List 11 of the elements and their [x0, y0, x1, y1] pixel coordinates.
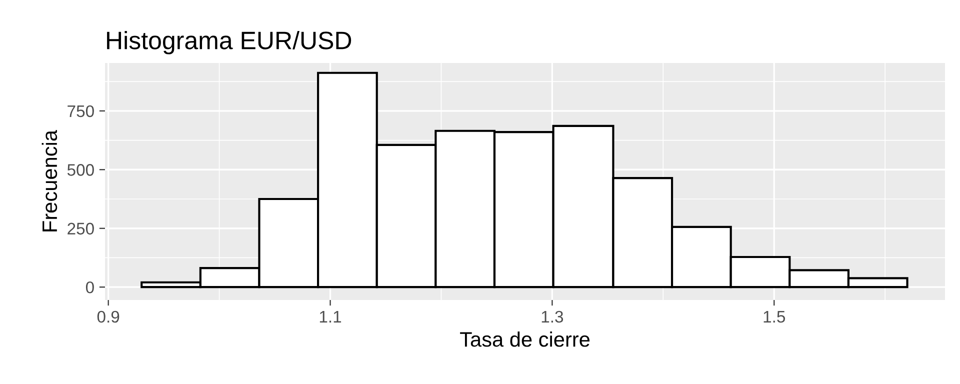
- y-tick-label: 0: [86, 281, 94, 294]
- y-tick-label: 750: [68, 105, 94, 118]
- x-tick-label: 0.9: [97, 310, 120, 323]
- y-tick-label: 250: [68, 222, 94, 235]
- x-axis-title: Tasa de cierre: [460, 332, 590, 347]
- chart-title: Histograma EUR/USD: [107, 30, 352, 54]
- x-tick-label: 1.3: [542, 310, 564, 323]
- x-tick-label: 1.1: [320, 311, 342, 322]
- y-tick-label: 500: [67, 164, 94, 176]
- y-axis-title: Frecuencia: [42, 130, 58, 232]
- x-tick-label: 1.5: [764, 311, 785, 323]
